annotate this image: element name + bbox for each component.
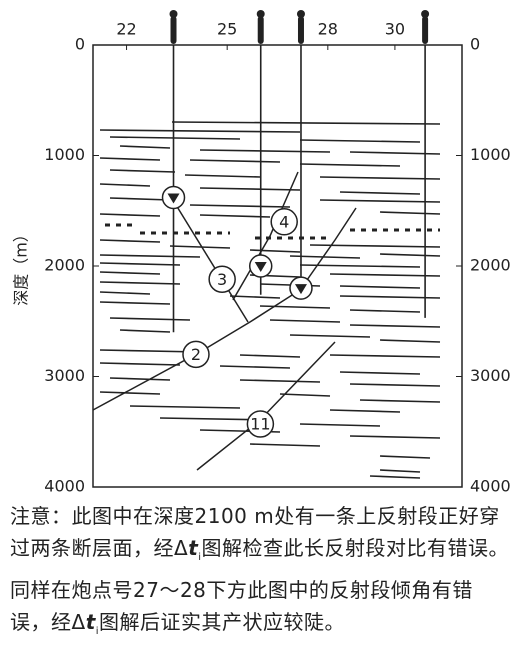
y2-tick-label: 3000: [470, 366, 511, 385]
reflection: [260, 306, 330, 308]
reflection: [190, 160, 280, 162]
reflection: [350, 384, 440, 386]
reflection: [330, 410, 400, 412]
reflection: [100, 282, 180, 284]
reflection: [200, 215, 270, 217]
y-tick-label: 3000: [44, 366, 85, 385]
caption-part: t: [86, 610, 96, 634]
reflection: [100, 214, 160, 216]
reflection: [100, 130, 300, 132]
reflection: [380, 340, 440, 342]
reflection: [380, 212, 440, 214]
well-head: [258, 16, 264, 44]
reflection: [120, 146, 170, 148]
reflection: [185, 175, 260, 177]
reflection: [110, 137, 240, 139]
reflection: [280, 394, 330, 396]
fault-label: 4: [279, 212, 289, 231]
fault-label: 3: [217, 270, 227, 289]
y2-tick-label: 1000: [470, 145, 511, 164]
caption-part: 图解后证实其产状应较陡。: [99, 610, 345, 634]
reflection: [250, 250, 300, 252]
reflection: [130, 406, 240, 408]
reflection: [110, 170, 175, 172]
reflection: [300, 424, 380, 426]
y-tick-label: 2000: [44, 256, 85, 275]
reflection: [100, 240, 160, 242]
reflection: [250, 444, 320, 446]
y-tick-label: 1000: [44, 145, 85, 164]
well-head: [298, 16, 304, 44]
x-tick-label: 28: [318, 20, 338, 39]
reflection: [100, 302, 170, 304]
reflection: [110, 318, 190, 320]
reflection: [200, 188, 300, 190]
reflection: [110, 378, 170, 380]
y2-tick-label: 0: [470, 35, 480, 54]
reflection: [100, 158, 160, 160]
fault-label: 11: [250, 415, 270, 434]
y2-tick-label: 4000: [470, 477, 511, 496]
reflection: [230, 296, 280, 298]
reflection: [330, 274, 440, 276]
well-head: [422, 16, 428, 44]
well-head-top: [257, 10, 265, 18]
reflection: [120, 330, 170, 332]
reflection: [170, 246, 230, 248]
x-tick-label: 25: [217, 20, 237, 39]
reflection: [350, 436, 440, 438]
x-tick-label: 22: [116, 20, 136, 39]
reflection: [370, 476, 420, 478]
reflection: [350, 325, 440, 327]
page: 深度（m） 0 0 1000 1000 2000 2000 3000 3000 4000 4000…: [0, 0, 515, 637]
reflection: [110, 198, 170, 200]
reflection: [340, 286, 420, 288]
reflection: [380, 254, 440, 256]
reflection: [290, 335, 370, 337]
reflection: [190, 205, 290, 207]
well-head: [171, 16, 177, 44]
y-tick-label: 0: [75, 35, 85, 54]
reflection: [240, 355, 300, 357]
reflection: [100, 263, 180, 265]
reflection: [100, 292, 150, 294]
reflection: [320, 177, 440, 179]
reflection: [300, 140, 420, 142]
reflection: [330, 355, 440, 357]
chart: 深度（m） 0 0 1000 1000 2000 2000 3000 3000 4000 4000…: [0, 0, 515, 495]
reflection: [240, 380, 320, 382]
reflection: [100, 255, 200, 257]
x-tick-label: 30: [385, 20, 405, 39]
y-axis-label: 深度（m）: [12, 226, 31, 306]
y-tick-label: 4000: [44, 477, 85, 496]
well-head-top: [297, 10, 305, 18]
reflection: [300, 164, 400, 166]
well-head-top: [170, 10, 178, 18]
reflection: [220, 366, 290, 368]
reflection: [200, 150, 330, 152]
reflection: [340, 192, 420, 194]
reflection: [380, 456, 430, 458]
y2-tick-label: 2000: [470, 256, 511, 275]
reflection: [172, 122, 440, 124]
reflection: [360, 400, 440, 402]
reflection: [100, 392, 160, 394]
caption: 注意：此图中在深度2100 m处有一条上反射段正好穿过两条断层面，经Δti图解检…: [10, 500, 510, 648]
reflection: [100, 184, 150, 186]
reflection: [340, 372, 420, 374]
reflection: [270, 320, 340, 322]
reflection: [350, 310, 420, 312]
caption-part: t: [188, 536, 198, 560]
reflection: [100, 272, 160, 274]
reflection: [100, 363, 180, 365]
fault-label: 2: [191, 345, 201, 364]
reflection: [320, 200, 440, 202]
reflection: [380, 470, 420, 472]
reflection: [350, 152, 440, 154]
well-head-top: [421, 10, 429, 18]
